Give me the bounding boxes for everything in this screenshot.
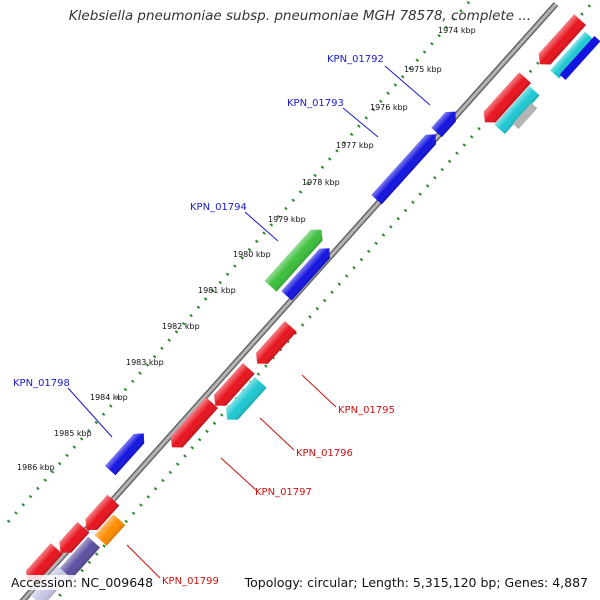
tick-label: 1974 kbp — [438, 26, 476, 35]
gene-red-arrow[interactable] — [55, 522, 90, 558]
tick-label: 1986 kbp — [17, 463, 55, 472]
gene-cyan-arrow[interactable] — [494, 85, 540, 135]
tick-label: 1981 kbp — [198, 286, 236, 295]
tick-label: 1976 kbp — [370, 103, 408, 112]
gene-red-arrow[interactable] — [479, 72, 532, 127]
gene-red-arrow[interactable] — [21, 543, 63, 586]
gene-kpn-01797-arrow[interactable] — [166, 397, 219, 452]
tick-label: 1977 kbp — [336, 141, 374, 150]
tick-label: 1980 kbp — [233, 250, 271, 259]
gene-label-kpn-01794[interactable]: KPN_01794 — [190, 202, 247, 213]
gene-label-kpn-01793[interactable]: KPN_01793 — [287, 98, 344, 109]
gene-blue-arrow[interactable] — [559, 36, 600, 80]
gene-label-kpn-01795[interactable]: KPN_01795 — [338, 405, 395, 416]
map-title: Klebsiella pneumoniae subsp. pneumoniae … — [68, 8, 532, 24]
outer-tick-dots — [6, 0, 473, 523]
gene-label-kpn-01797[interactable]: KPN_01797 — [255, 487, 312, 498]
map-footer: Accession: NC_009648 Topology: circular;… — [0, 575, 600, 591]
gene-kpn-01793-arrow[interactable] — [371, 130, 440, 205]
tick-label: 1978 kbp — [302, 178, 340, 187]
label-leaders — [67, 65, 431, 579]
gene-red-arrow[interactable] — [534, 14, 587, 69]
accession-text: Accession: NC_009648 — [9, 575, 156, 590]
tick-label: 1979 kbp — [268, 215, 306, 224]
gene-arrows — [21, 14, 600, 600]
gene-label-kpn-01799[interactable]: KPN_01799 — [162, 576, 219, 587]
gene-kpn-01798-arrow[interactable] — [105, 429, 149, 476]
gene-labels: KPN_01792 KPN_01793 KPN_01794 KPN_01798 … — [13, 54, 395, 587]
gene-purple-arrow[interactable] — [55, 536, 101, 584]
gene-kpn-01792-arrow[interactable] — [431, 107, 460, 138]
gene-red-arrow[interactable] — [81, 494, 120, 535]
gene-label-kpn-01798[interactable]: KPN_01798 — [13, 378, 70, 389]
gene-label-kpn-01792[interactable]: KPN_01792 — [327, 54, 384, 65]
tick-label: 1983 kbp — [126, 358, 164, 367]
gene-label-kpn-01796[interactable]: KPN_01796 — [296, 448, 353, 459]
kbp-tick-labels: 1974 kbp 1975 kbp 1976 kbp 1977 kbp 1978… — [17, 26, 476, 472]
gene-kpn-01795-arrow[interactable] — [251, 321, 297, 369]
gene-kpn-01799-arrow[interactable] — [94, 514, 126, 546]
gene-gray-arrow[interactable] — [512, 102, 538, 130]
gene-kpn-01794-green-arrow[interactable] — [264, 224, 328, 292]
tick-label: 1985 kbp — [54, 429, 92, 438]
genome-summary-text: Topology: circular; Length: 5,315,120 bp… — [242, 575, 590, 590]
tick-label: 1975 kbp — [404, 65, 442, 74]
tick-label: 1982 kbp — [162, 322, 200, 331]
gene-kpn-01794-blue-arrow[interactable] — [281, 244, 334, 301]
gene-kpn-01796-cyan-arrow[interactable] — [221, 377, 267, 425]
gene-kpn-01796-red-arrow[interactable] — [209, 363, 255, 411]
tick-label: 1984 kbp — [90, 393, 128, 402]
gene-cyan-arrow[interactable] — [550, 31, 594, 79]
